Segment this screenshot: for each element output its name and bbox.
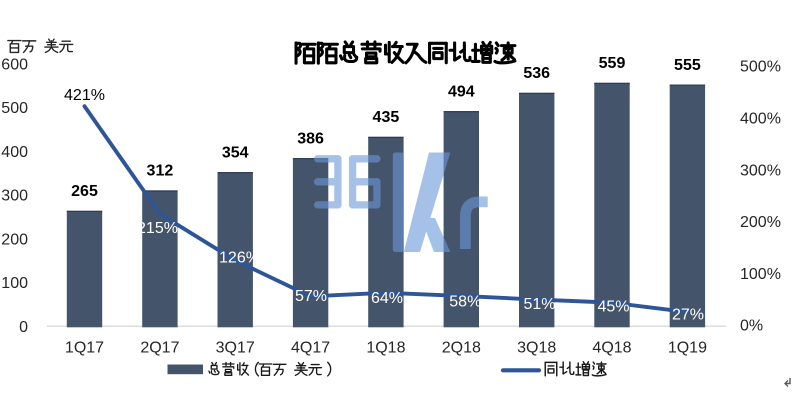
svg-text:200: 200 xyxy=(1,232,28,249)
svg-text:354: 354 xyxy=(222,144,249,161)
svg-text:4Q18: 4Q18 xyxy=(592,339,631,356)
svg-text:4Q17: 4Q17 xyxy=(291,339,330,356)
svg-text:100%: 100% xyxy=(740,266,781,283)
svg-text:435: 435 xyxy=(373,109,400,126)
svg-text:2Q17: 2Q17 xyxy=(140,339,179,356)
svg-text:300: 300 xyxy=(1,188,28,205)
svg-text:1Q19: 1Q19 xyxy=(668,339,707,356)
svg-text:555: 555 xyxy=(674,57,701,74)
svg-text:494: 494 xyxy=(448,83,475,100)
svg-text:400%: 400% xyxy=(740,111,781,128)
svg-text:57%: 57% xyxy=(295,288,327,305)
svg-text:500%: 500% xyxy=(740,59,781,76)
svg-text:27%: 27% xyxy=(672,306,704,323)
svg-text:2Q18: 2Q18 xyxy=(442,339,481,356)
svg-text:1Q18: 1Q18 xyxy=(366,339,405,356)
svg-text:386: 386 xyxy=(297,130,324,147)
svg-text:126%: 126% xyxy=(219,249,260,266)
svg-text:600: 600 xyxy=(1,56,28,73)
svg-text:51%: 51% xyxy=(523,296,555,313)
svg-text:400: 400 xyxy=(1,144,28,161)
svg-text:300%: 300% xyxy=(740,162,781,179)
svg-text:500: 500 xyxy=(1,100,28,117)
svg-text:58%: 58% xyxy=(449,293,481,310)
svg-text:45%: 45% xyxy=(597,298,629,315)
svg-text:3Q17: 3Q17 xyxy=(216,339,255,356)
svg-text:200%: 200% xyxy=(740,214,781,231)
svg-text:1Q17: 1Q17 xyxy=(65,339,104,356)
svg-text:559: 559 xyxy=(599,55,626,72)
svg-text:215%: 215% xyxy=(137,220,178,237)
svg-text:64%: 64% xyxy=(371,290,403,307)
svg-text:536: 536 xyxy=(523,65,550,82)
svg-text:265: 265 xyxy=(71,183,98,200)
svg-text:421%: 421% xyxy=(64,87,105,104)
svg-text:3Q18: 3Q18 xyxy=(517,339,556,356)
svg-text:100: 100 xyxy=(1,275,28,292)
svg-text:0: 0 xyxy=(19,319,28,336)
svg-text:312: 312 xyxy=(147,163,174,180)
svg-text:0%: 0% xyxy=(740,318,763,335)
